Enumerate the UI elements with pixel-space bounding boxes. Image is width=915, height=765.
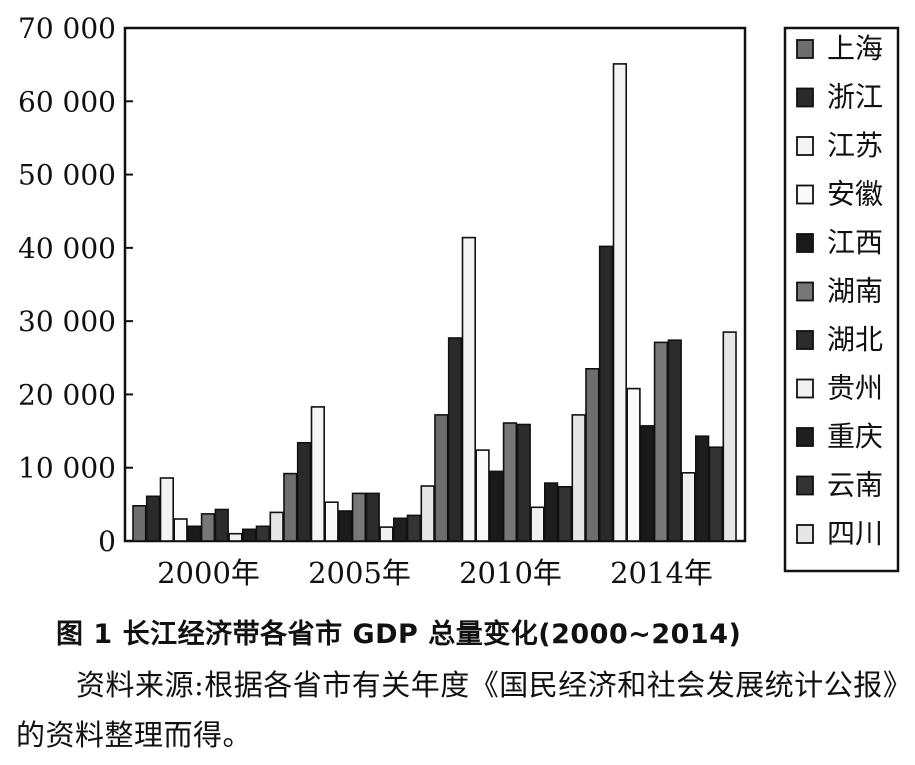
x-axis: 2000年 2005年 2010年 2014年	[157, 556, 713, 590]
bar	[653, 341, 669, 542]
figure-caption: 图 1 长江经济带各省市 GDP 总量变化(2000~2014)	[56, 619, 742, 650]
y-tick-label: 10 000	[18, 452, 116, 485]
y-tick-label: 60 000	[18, 85, 116, 118]
bar	[406, 514, 421, 542]
bar-series-group	[132, 63, 737, 542]
x-tick-label: 2000年	[157, 556, 260, 590]
legend-swatch	[796, 136, 814, 156]
bar	[557, 485, 572, 542]
y-tick-label: 20 000	[18, 378, 116, 411]
bar	[598, 245, 614, 542]
gdp-bar-chart: 0 10 000 20 000 30 000 40 000 50 000 60 000 70 …	[18, 12, 900, 590]
bar	[708, 446, 723, 542]
y-tick-label: 0	[98, 525, 116, 558]
bar	[187, 525, 202, 542]
legend-label: 云南	[827, 469, 883, 502]
bar	[585, 367, 600, 542]
legend-swatch	[796, 427, 814, 447]
bar	[571, 414, 586, 542]
bar	[296, 441, 312, 542]
legend-label: 湖北	[827, 323, 883, 356]
legend-swatch	[796, 184, 814, 205]
legend-label: 江西	[827, 226, 883, 259]
bar	[228, 532, 243, 542]
bar	[145, 495, 161, 542]
bar	[420, 485, 435, 542]
bar	[447, 337, 463, 542]
y-tick-label: 50 000	[18, 159, 116, 192]
bar	[214, 508, 229, 542]
legend-frame	[783, 26, 900, 573]
bar	[310, 406, 325, 542]
bar	[640, 425, 655, 542]
legend-label: 江苏	[827, 129, 883, 162]
bar	[516, 423, 531, 542]
bar	[694, 435, 710, 542]
bar	[269, 511, 284, 542]
y-axis: 0 10 000 20 000 30 000 40 000 50 000 60 000 70 …	[18, 12, 133, 558]
x-tick-label: 2014年	[610, 556, 713, 590]
legend-label: 贵州	[827, 372, 883, 405]
legend-swatch	[796, 330, 814, 350]
bar	[626, 387, 641, 542]
legend-swatch	[796, 524, 814, 544]
bar	[338, 510, 353, 542]
bar	[530, 506, 545, 542]
bar	[461, 236, 476, 542]
legend-swatch	[796, 281, 814, 302]
legend-swatch	[796, 233, 814, 253]
y-tick-label: 40 000	[18, 232, 116, 265]
bar	[667, 339, 682, 542]
bar	[324, 501, 339, 542]
bar	[200, 513, 216, 542]
bar	[502, 422, 518, 542]
bar	[283, 472, 298, 542]
bar	[132, 504, 147, 542]
bar	[489, 470, 504, 542]
legend-swatch	[796, 378, 814, 399]
bar	[242, 528, 257, 542]
legend-label: 上海	[827, 32, 883, 65]
legend-swatch	[796, 39, 814, 59]
bar	[173, 518, 188, 542]
bar	[475, 449, 490, 542]
legend-label: 浙江	[827, 81, 883, 114]
legend-label: 安徽	[827, 178, 883, 211]
bar	[612, 63, 627, 542]
bar	[543, 482, 559, 542]
bar	[159, 477, 174, 542]
bar	[681, 471, 696, 542]
y-tick-label: 30 000	[18, 305, 116, 338]
source-note: 资料来源:根据各省市有关年度《国民经济和社会发展统计公报》的资料整理而得。	[16, 668, 898, 752]
legend-swatch	[796, 475, 814, 496]
x-tick-label: 2005年	[308, 556, 411, 590]
bar	[379, 526, 394, 542]
bar	[351, 492, 367, 542]
y-tick-label: 70 000	[18, 12, 116, 45]
legend-label: 重庆	[827, 420, 883, 453]
bar	[392, 517, 408, 542]
bar	[365, 492, 380, 542]
x-tick-label: 2010年	[459, 556, 562, 590]
legend-label: 湖南	[827, 275, 883, 308]
legend-label: 四川	[827, 517, 883, 550]
legend-swatch	[796, 87, 814, 108]
bar	[434, 414, 449, 542]
bar	[722, 331, 737, 542]
bar	[255, 525, 270, 542]
